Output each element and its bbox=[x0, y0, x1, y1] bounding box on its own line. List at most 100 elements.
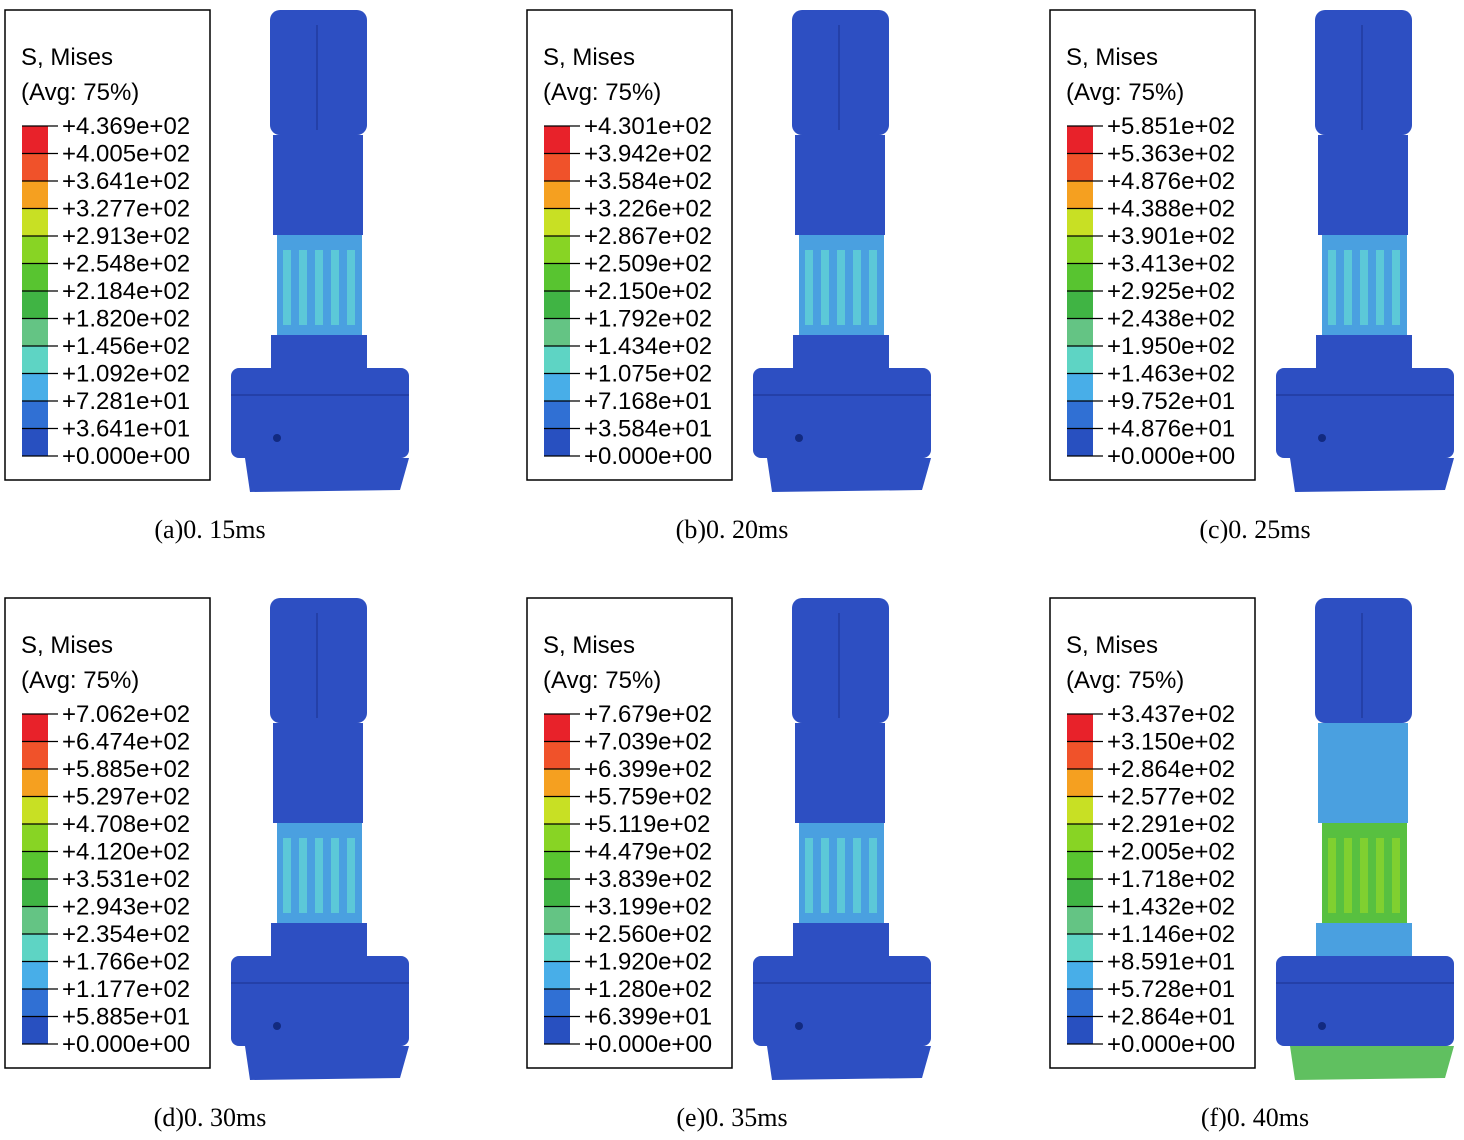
model-rib bbox=[1328, 250, 1336, 325]
legend-band bbox=[22, 346, 48, 374]
model-foot bbox=[1290, 1046, 1454, 1080]
panel: S, Mises(Avg: 75%)+7.062e+02+6.474e+02+5… bbox=[4, 597, 409, 1132]
legend-label: +2.913e+02 bbox=[62, 223, 190, 250]
legend-label: +7.168e+01 bbox=[584, 388, 712, 415]
legend-band bbox=[22, 401, 48, 429]
model-rib bbox=[1360, 250, 1368, 325]
model-base bbox=[1276, 368, 1454, 458]
model-base bbox=[231, 368, 409, 458]
legend-band bbox=[22, 208, 48, 236]
legend-band bbox=[544, 181, 570, 209]
legend-band bbox=[22, 291, 48, 319]
panel: S, Mises(Avg: 75%)+5.851e+02+5.363e+02+4… bbox=[1049, 9, 1454, 544]
legend-band bbox=[544, 961, 570, 989]
legend-label: +2.184e+02 bbox=[62, 278, 190, 305]
legend-band bbox=[1067, 989, 1093, 1017]
legend-label: +0.000e+00 bbox=[584, 1031, 712, 1058]
legend-band bbox=[1067, 824, 1093, 852]
legend-label: +3.413e+02 bbox=[1107, 251, 1235, 278]
model bbox=[1276, 598, 1454, 1080]
legend-label: +5.759e+02 bbox=[584, 784, 712, 811]
model-hole bbox=[1318, 1022, 1326, 1030]
legend-band bbox=[22, 318, 48, 346]
model-rib bbox=[1392, 838, 1400, 913]
model-hole bbox=[273, 1022, 281, 1030]
legend-band bbox=[1067, 401, 1093, 429]
legend-label: +7.679e+02 bbox=[584, 701, 712, 728]
model-rib bbox=[1328, 838, 1336, 913]
model-rib bbox=[805, 250, 813, 325]
legend-band bbox=[544, 769, 570, 797]
legend-label: +2.943e+02 bbox=[62, 894, 190, 921]
model-rib bbox=[283, 250, 291, 325]
legend-band bbox=[544, 851, 570, 879]
legend-label: +6.474e+02 bbox=[62, 729, 190, 756]
model-rib bbox=[1360, 838, 1368, 913]
model-rib bbox=[331, 250, 339, 325]
model-collar bbox=[1316, 335, 1412, 370]
legend-band bbox=[544, 346, 570, 374]
legend-label: +4.005e+02 bbox=[62, 141, 190, 168]
legend-label: +1.463e+02 bbox=[1107, 361, 1235, 388]
legend-band bbox=[544, 126, 570, 154]
legend-label: +8.591e+01 bbox=[1107, 949, 1235, 976]
model-rib bbox=[315, 250, 323, 325]
caption: (f)0. 40ms bbox=[1201, 1103, 1309, 1132]
legend-label: +1.920e+02 bbox=[584, 949, 712, 976]
legend-band bbox=[22, 824, 48, 852]
legend-band bbox=[22, 714, 48, 742]
model-base bbox=[753, 956, 931, 1046]
legend-label: +0.000e+00 bbox=[584, 443, 712, 470]
legend-label: +2.291e+02 bbox=[1107, 811, 1235, 838]
model-rib bbox=[283, 838, 291, 913]
legend-subtitle: (Avg: 75%) bbox=[1066, 667, 1184, 694]
legend-band bbox=[1067, 934, 1093, 962]
model-rib bbox=[1376, 250, 1384, 325]
model-collar bbox=[793, 335, 889, 370]
model-foot bbox=[767, 1046, 931, 1080]
panel: S, Mises(Avg: 75%)+4.369e+02+4.005e+02+3… bbox=[4, 9, 409, 544]
model-collar bbox=[271, 335, 367, 370]
model-rib bbox=[853, 250, 861, 325]
legend-label: +5.119e+02 bbox=[584, 811, 710, 838]
model-rib bbox=[331, 838, 339, 913]
legend-label: +3.531e+02 bbox=[62, 866, 190, 893]
legend-band bbox=[544, 291, 570, 319]
legend-label: +1.792e+02 bbox=[584, 306, 712, 333]
model-hole bbox=[273, 434, 281, 442]
legend-band bbox=[22, 989, 48, 1017]
legend-label: +3.437e+02 bbox=[1107, 701, 1235, 728]
model-top bbox=[270, 10, 367, 135]
legend-label: +2.005e+02 bbox=[1107, 839, 1235, 866]
legend-band bbox=[22, 906, 48, 934]
legend-band bbox=[22, 851, 48, 879]
model-neck bbox=[273, 135, 363, 235]
legend-label: +5.363e+02 bbox=[1107, 141, 1235, 168]
model-rib bbox=[299, 838, 307, 913]
model bbox=[1276, 10, 1454, 492]
legend-subtitle: (Avg: 75%) bbox=[543, 667, 661, 694]
legend-band bbox=[1067, 318, 1093, 346]
legend-title: S, Mises bbox=[543, 632, 635, 659]
model-rib bbox=[837, 838, 845, 913]
legend-label: +1.766e+02 bbox=[62, 949, 190, 976]
model-base bbox=[1276, 956, 1454, 1046]
legend-band bbox=[1067, 291, 1093, 319]
legend-band bbox=[544, 796, 570, 824]
model-hole bbox=[1318, 434, 1326, 442]
legend-label: +4.876e+02 bbox=[1107, 168, 1235, 195]
model-top bbox=[1315, 10, 1412, 135]
legend-label: +4.479e+02 bbox=[584, 839, 712, 866]
model-rib bbox=[837, 250, 845, 325]
model-rib bbox=[347, 250, 355, 325]
model-collar bbox=[793, 923, 889, 958]
legend-label: +3.150e+02 bbox=[1107, 729, 1235, 756]
legend-band bbox=[544, 263, 570, 291]
legend-band bbox=[1067, 126, 1093, 154]
legend-band bbox=[22, 879, 48, 907]
legend-band bbox=[544, 989, 570, 1017]
legend-label: +3.584e+01 bbox=[584, 416, 712, 443]
model-collar bbox=[271, 923, 367, 958]
model-foot bbox=[767, 458, 931, 492]
